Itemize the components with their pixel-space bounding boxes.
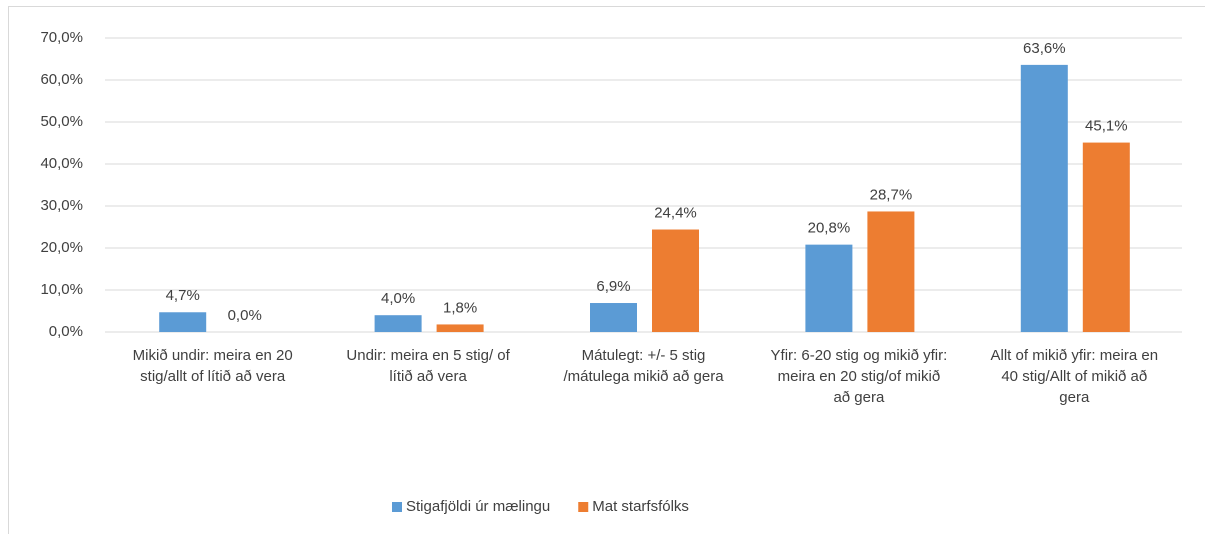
value-label: 20,8%: [808, 220, 851, 237]
bar: [867, 211, 915, 332]
y-tick-label: 40,0%: [40, 155, 83, 172]
value-label: 4,7%: [166, 287, 200, 304]
x-tick-label: Allt of mikið yfir: meira en 40 stig/Allt…: [991, 347, 1159, 406]
bar: [1082, 142, 1130, 332]
x-tick-label: Undir: meira en 5 stig/ of lítið að vera: [346, 347, 510, 385]
y-tick-label: 50,0%: [40, 113, 83, 130]
value-label: 28,7%: [870, 186, 913, 203]
legend-swatch: [392, 502, 402, 512]
x-tick-label: Yfir: 6-20 stig og mikið yfir: meira en 2…: [771, 347, 948, 406]
x-tick-label: Mátulegt: +/- 5 stig/mátulega mikið að g…: [563, 347, 724, 385]
y-tick-label: 60,0%: [40, 71, 83, 88]
bar: [374, 315, 422, 332]
value-label: 24,4%: [654, 204, 697, 221]
bar: [590, 303, 637, 332]
value-label: 0,0%: [228, 307, 262, 324]
y-tick-label: 10,0%: [40, 281, 83, 298]
legend-label: Mat starfsfólks: [592, 498, 689, 515]
bar: [159, 312, 207, 332]
value-label: 1,8%: [443, 299, 477, 316]
y-tick-label: 20,0%: [40, 239, 83, 256]
x-tick-label: Mikið undir: meira en 20 stig/allt of lít…: [133, 347, 293, 385]
bar: [436, 324, 484, 332]
legend-label: Stigafjöldi úr mælingu: [406, 498, 550, 515]
value-label: 6,9%: [596, 278, 630, 295]
chart-border: [8, 6, 1205, 534]
y-tick-label: 0,0%: [49, 323, 83, 340]
y-tick-label: 30,0%: [40, 197, 83, 214]
bar: [805, 244, 853, 332]
bar: [1020, 64, 1068, 332]
y-tick-label: 70,0%: [40, 29, 83, 46]
value-label: 63,6%: [1023, 40, 1066, 57]
value-label: 4,0%: [381, 290, 415, 307]
bar: [652, 229, 699, 332]
legend-swatch: [578, 502, 589, 512]
value-label: 45,1%: [1085, 118, 1128, 135]
